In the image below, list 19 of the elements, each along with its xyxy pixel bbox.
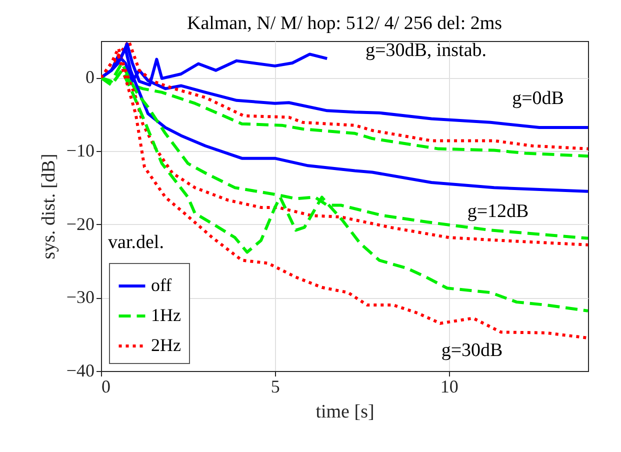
legend-label: 1Hz	[151, 305, 181, 325]
y-tick-label: −10	[66, 140, 94, 160]
annotation: g=30dB	[441, 340, 503, 361]
annotation: g=12dB	[467, 201, 529, 222]
x-tick-label: 5	[270, 376, 280, 396]
x-tick-label: 0	[102, 376, 110, 396]
x-axis-title: time [s]	[316, 402, 374, 422]
y-tick-label: 0	[86, 67, 94, 88]
annotation: g=30dB, instab.	[365, 40, 487, 61]
y-tick-label: −20	[66, 214, 94, 234]
legend-label: 2Hz	[151, 335, 181, 355]
y-tick-label: −30	[66, 287, 94, 308]
annotation: g=0dB	[512, 88, 564, 109]
chart-title: Kalman, N/ M/ hop: 512/ 4/ 256 del: 2ms	[186, 13, 502, 34]
legend-label: off	[151, 275, 172, 295]
annotation: var.del.	[108, 232, 164, 253]
x-tick-label: 10	[440, 376, 458, 396]
y-tick-label: −40	[66, 360, 94, 380]
y-axis-title: sys. dist. [dB]	[38, 154, 60, 260]
